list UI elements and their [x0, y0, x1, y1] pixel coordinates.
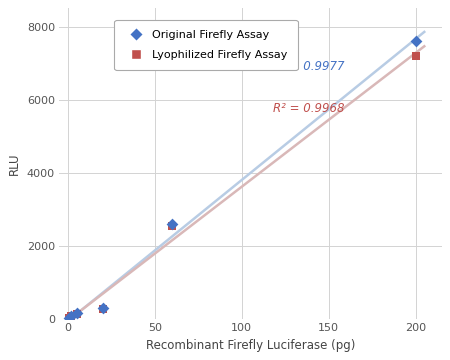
Point [169, 223, 176, 229]
Text: R² = 0.9977: R² = 0.9977 [273, 60, 345, 73]
Point [68, 313, 75, 319]
Point [65, 315, 72, 321]
Point [412, 39, 419, 44]
Point [73, 311, 80, 316]
Text: R² = 0.9968: R² = 0.9968 [273, 103, 345, 116]
Legend: Original Firefly Assay, Lyophilized Firefly Assay: Original Firefly Assay, Lyophilized Fire… [114, 20, 297, 70]
Point [65, 315, 72, 321]
Point [412, 53, 419, 59]
X-axis label: Recombinant Firefly Luciferase (pg): Recombinant Firefly Luciferase (pg) [146, 339, 355, 352]
Point [73, 311, 80, 317]
Point [99, 306, 106, 312]
Point [68, 314, 75, 319]
Y-axis label: RLU: RLU [9, 152, 21, 175]
Point [169, 221, 176, 227]
Point [99, 305, 106, 311]
